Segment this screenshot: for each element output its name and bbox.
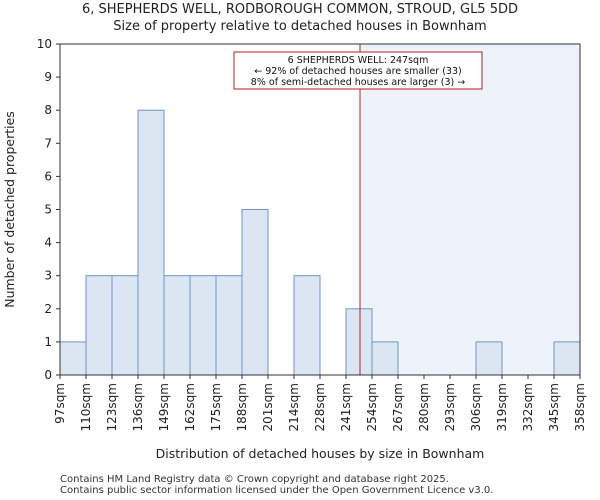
x-tick-label: 241sqm xyxy=(339,383,353,431)
x-tick-label: 254sqm xyxy=(365,383,379,431)
bar-188sqm xyxy=(241,209,269,376)
x-tick-label: 332sqm xyxy=(521,383,535,431)
x-tick-label: 149sqm xyxy=(157,383,171,431)
y-tick-label: 5 xyxy=(44,203,52,217)
ticks-group: 0 1 2 3 4 5 6 7 8 9 10 97sqm 110sqm 123sqm 136sqm 149sq… xyxy=(37,37,587,431)
x-tick-label: 319sqm xyxy=(495,383,509,431)
bar-123sqm xyxy=(111,275,139,376)
chart-title: 6, SHEPHERDS WELL, RODBOROUGH COMMON, ST… xyxy=(81,2,519,17)
x-tick-label: 358sqm xyxy=(573,383,587,431)
x-tick-label: 175sqm xyxy=(209,383,223,431)
x-tick-label: 306sqm xyxy=(469,383,483,431)
annotation-line-1: 6 SHEPHERDS WELL: 247sqm xyxy=(288,55,429,66)
y-tick-label: 1 xyxy=(44,335,52,349)
x-tick-label: 97sqm xyxy=(53,383,67,424)
bar-306sqm xyxy=(475,341,503,376)
bar-162sqm xyxy=(189,275,217,376)
x-tick-label: 228sqm xyxy=(313,383,327,431)
x-tick-label: 188sqm xyxy=(235,383,249,431)
x-tick-label: 280sqm xyxy=(417,383,431,431)
x-tick-label: 214sqm xyxy=(287,383,301,431)
x-axis-label: Distribution of detached houses by size … xyxy=(156,446,485,461)
bar-254sqm xyxy=(371,341,399,376)
footer-line-2: Contains public sector information licen… xyxy=(60,485,494,496)
bar-136sqm xyxy=(137,109,165,376)
y-tick-label: 9 xyxy=(44,70,52,84)
x-tick-label: 123sqm xyxy=(105,383,119,431)
annotation-line-2: ← 92% of detached houses are smaller (33… xyxy=(254,66,461,77)
y-tick-label: 8 xyxy=(44,103,52,117)
y-tick-label: 3 xyxy=(44,269,52,283)
x-tick-label: 201sqm xyxy=(261,383,275,431)
bar-241sqm xyxy=(345,308,373,376)
x-tick-label: 136sqm xyxy=(131,383,145,431)
bar-345sqm xyxy=(553,341,581,376)
y-axis-label: Number of detached properties xyxy=(2,111,17,308)
x-tick-label: 162sqm xyxy=(183,383,197,431)
bar-97sqm xyxy=(59,341,87,376)
larger-region-shade xyxy=(360,44,580,375)
annotation-line-3: 8% of semi-detached houses are larger (3… xyxy=(251,77,465,88)
x-tick-label: 345sqm xyxy=(547,383,561,431)
y-tick-label: 0 xyxy=(44,368,52,382)
bar-149sqm xyxy=(163,275,191,376)
y-tick-label: 2 xyxy=(44,302,52,316)
x-tick-label: 293sqm xyxy=(443,383,457,431)
bar-175sqm xyxy=(215,275,243,376)
y-tick-label: 7 xyxy=(44,136,52,150)
bars-group xyxy=(59,109,581,376)
bar-110sqm xyxy=(85,275,113,376)
x-tick-label: 267sqm xyxy=(391,383,405,431)
footer-line-1: Contains HM Land Registry data © Crown c… xyxy=(60,474,449,485)
y-tick-label: 4 xyxy=(44,236,52,250)
y-tick-label: 6 xyxy=(44,169,52,183)
annotation-box xyxy=(233,51,483,90)
chart-subtitle: Size of property relative to detached ho… xyxy=(113,19,487,34)
bar-214sqm xyxy=(293,275,321,376)
x-tick-label: 110sqm xyxy=(79,383,93,431)
y-tick-label: 10 xyxy=(37,37,52,51)
